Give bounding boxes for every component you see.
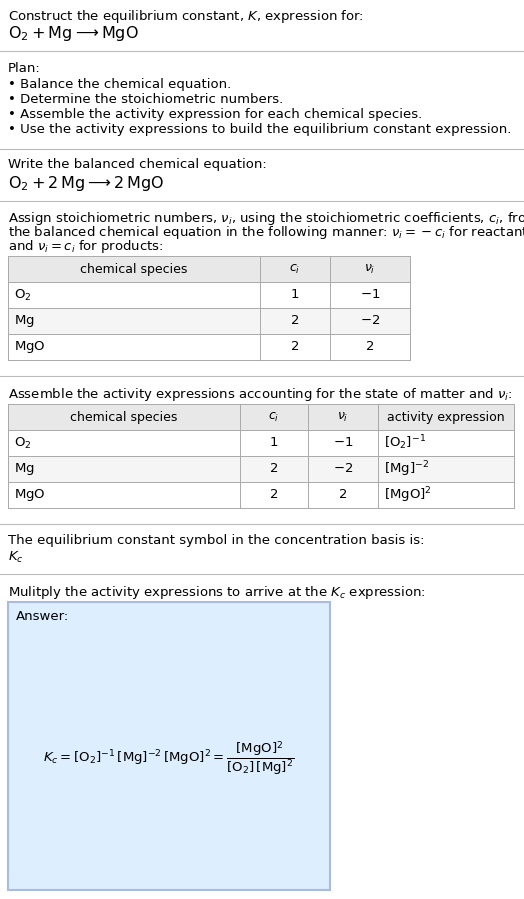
Text: $\mathrm{Mg}$: $\mathrm{Mg}$ <box>14 313 35 329</box>
Text: $-2$: $-2$ <box>360 315 380 327</box>
Text: $\mathrm{O_2}$: $\mathrm{O_2}$ <box>14 435 31 450</box>
Text: 2: 2 <box>291 315 299 327</box>
Text: $[\mathrm{Mg}]^{-2}$: $[\mathrm{Mg}]^{-2}$ <box>384 459 429 479</box>
Text: chemical species: chemical species <box>80 263 188 275</box>
Text: $\mathrm{Mg}$: $\mathrm{Mg}$ <box>14 461 35 477</box>
Text: 2: 2 <box>270 488 278 502</box>
Text: 2: 2 <box>366 341 374 353</box>
Text: • Use the activity expressions to build the equilibrium constant expression.: • Use the activity expressions to build … <box>8 123 511 136</box>
Text: $-1$: $-1$ <box>333 437 353 450</box>
Text: $\mathrm{O_2 + Mg \longrightarrow MgO}$: $\mathrm{O_2 + Mg \longrightarrow MgO}$ <box>8 24 139 43</box>
Text: Assemble the activity expressions accounting for the state of matter and $\nu_i$: Assemble the activity expressions accoun… <box>8 386 512 403</box>
Bar <box>8 282 410 308</box>
Text: $K_c = [\mathrm{O_2}]^{-1}\,[\mathrm{Mg}]^{-2}\,[\mathrm{MgO}]^2 = \dfrac{[\math: $K_c = [\mathrm{O_2}]^{-1}\,[\mathrm{Mg}… <box>43 739 294 777</box>
Text: • Determine the stoichiometric numbers.: • Determine the stoichiometric numbers. <box>8 93 283 106</box>
Text: Assign stoichiometric numbers, $\nu_i$, using the stoichiometric coefficients, $: Assign stoichiometric numbers, $\nu_i$, … <box>8 210 524 227</box>
Text: $[\mathrm{MgO}]^2$: $[\mathrm{MgO}]^2$ <box>384 485 432 505</box>
Text: The equilibrium constant symbol in the concentration basis is:: The equilibrium constant symbol in the c… <box>8 534 424 547</box>
Text: $K_c$: $K_c$ <box>8 550 24 565</box>
Text: and $\nu_i = c_i$ for products:: and $\nu_i = c_i$ for products: <box>8 238 163 255</box>
Bar <box>8 430 514 456</box>
Text: the balanced chemical equation in the following manner: $\nu_i = -c_i$ for react: the balanced chemical equation in the fo… <box>8 224 524 241</box>
Text: $-2$: $-2$ <box>333 462 353 476</box>
Text: $\nu_i$: $\nu_i$ <box>337 411 348 423</box>
Text: Mulitply the activity expressions to arrive at the $K_c$ expression:: Mulitply the activity expressions to arr… <box>8 584 426 601</box>
Text: 2: 2 <box>291 341 299 353</box>
Text: Write the balanced chemical equation:: Write the balanced chemical equation: <box>8 158 267 171</box>
Bar <box>8 456 514 482</box>
Text: 2: 2 <box>339 488 347 502</box>
Text: • Assemble the activity expression for each chemical species.: • Assemble the activity expression for e… <box>8 108 422 121</box>
Bar <box>8 404 514 430</box>
Bar <box>8 482 514 508</box>
Text: Answer:: Answer: <box>16 610 69 623</box>
Text: $c_i$: $c_i$ <box>289 263 301 276</box>
Text: activity expression: activity expression <box>387 411 505 423</box>
Text: chemical species: chemical species <box>70 411 178 423</box>
Text: • Balance the chemical equation.: • Balance the chemical equation. <box>8 78 231 91</box>
Text: $\mathrm{O_2}$: $\mathrm{O_2}$ <box>14 288 31 303</box>
Bar <box>8 334 410 360</box>
Text: $-1$: $-1$ <box>360 289 380 301</box>
Text: $[\mathrm{O_2}]^{-1}$: $[\mathrm{O_2}]^{-1}$ <box>384 433 426 452</box>
Text: $\mathrm{O_2 + 2\,Mg \longrightarrow 2\,MgO}$: $\mathrm{O_2 + 2\,Mg \longrightarrow 2\,… <box>8 174 164 193</box>
Text: Plan:: Plan: <box>8 62 41 75</box>
Text: $\nu_i$: $\nu_i$ <box>364 263 376 276</box>
Text: 1: 1 <box>291 289 299 301</box>
Text: 2: 2 <box>270 462 278 476</box>
Bar <box>8 256 410 282</box>
Text: $\mathrm{MgO}$: $\mathrm{MgO}$ <box>14 487 46 503</box>
Text: $c_i$: $c_i$ <box>268 411 280 423</box>
FancyBboxPatch shape <box>8 602 330 890</box>
Bar <box>8 308 410 334</box>
Text: Construct the equilibrium constant, $K$, expression for:: Construct the equilibrium constant, $K$,… <box>8 8 364 25</box>
Text: 1: 1 <box>270 437 278 450</box>
Text: $\mathrm{MgO}$: $\mathrm{MgO}$ <box>14 339 46 355</box>
